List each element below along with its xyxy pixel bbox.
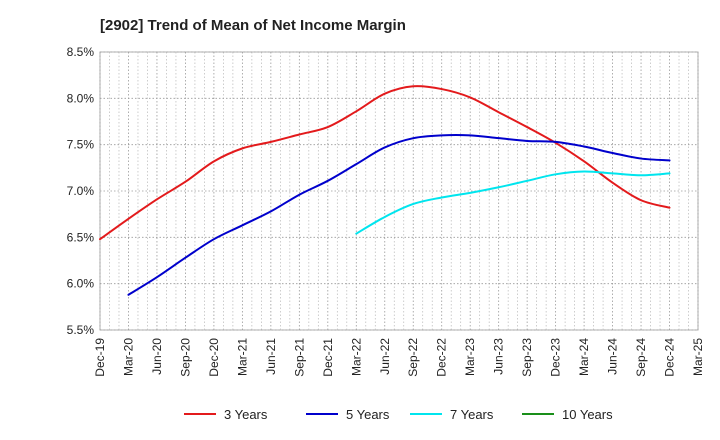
x-tick-label: Jun-23 xyxy=(492,338,506,375)
x-tick-label: Dec-22 xyxy=(435,338,449,377)
series-line-7-years xyxy=(355,170,671,235)
y-axis-tick-labels: 5.5% 6.0% 6.5% 7.0% 7.5% 8.0% 8.5% xyxy=(67,45,95,337)
chart-title: [2902] Trend of Mean of Net Income Margi… xyxy=(100,17,406,34)
x-tick-label: Jun-24 xyxy=(606,338,620,375)
x-tick-label: Mar-20 xyxy=(121,338,135,376)
x-tick-label: Mar-25 xyxy=(691,338,705,376)
legend-label-7-years: 7 Years xyxy=(450,407,494,422)
x-tick-label: Sep-24 xyxy=(634,338,648,377)
x-tick-label: Dec-20 xyxy=(207,338,221,377)
y-tick-label: 8.0% xyxy=(67,91,95,105)
grid-lines xyxy=(99,51,699,331)
y-tick-label: 6.5% xyxy=(67,230,95,244)
y-tick-label: 8.5% xyxy=(67,45,95,59)
x-tick-label: Jun-20 xyxy=(150,338,164,375)
series-line-5-years xyxy=(127,134,671,296)
x-tick-label: Sep-22 xyxy=(406,338,420,377)
x-axis-tick-labels: Dec-19 Mar-20 Jun-20 Sep-20 Dec-20 Mar-21 Jun-… xyxy=(93,338,705,377)
series-line-3-years xyxy=(99,85,671,241)
y-tick-label: 6.0% xyxy=(67,277,95,291)
x-tick-label: Jun-22 xyxy=(378,338,392,375)
x-tick-label: Dec-19 xyxy=(93,338,107,377)
y-tick-label: 7.5% xyxy=(67,138,95,152)
x-tick-label: Sep-20 xyxy=(178,338,192,377)
x-tick-label: Mar-22 xyxy=(349,338,363,376)
legend-label-5-years: 5 Years xyxy=(346,407,390,422)
x-tick-label: Sep-21 xyxy=(292,338,306,377)
legend: 3 Years 5 Years 7 Years 10 Years xyxy=(184,407,613,422)
x-tick-label: Dec-23 xyxy=(549,338,563,377)
x-tick-label: Sep-23 xyxy=(520,338,534,377)
x-tick-label: Jun-21 xyxy=(264,338,278,375)
x-tick-label: Mar-24 xyxy=(577,338,591,376)
y-tick-label: 5.5% xyxy=(67,323,95,337)
y-tick-label: 7.0% xyxy=(67,184,95,198)
x-tick-label: Mar-23 xyxy=(463,338,477,376)
x-tick-label: Mar-21 xyxy=(235,338,249,376)
series-lines xyxy=(99,85,671,296)
x-tick-label: Dec-21 xyxy=(321,338,335,377)
legend-label-10-years: 10 Years xyxy=(562,407,613,422)
x-tick-label: Dec-24 xyxy=(663,338,677,377)
legend-label-3-years: 3 Years xyxy=(224,407,268,422)
